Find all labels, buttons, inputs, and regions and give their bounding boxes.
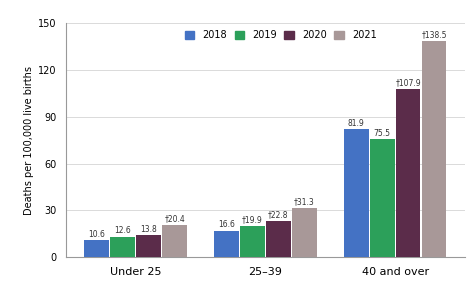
Y-axis label: Deaths per 100,000 live births: Deaths per 100,000 live births xyxy=(24,66,34,215)
Bar xyxy=(396,89,420,257)
Bar xyxy=(137,235,161,257)
Text: †138.5: †138.5 xyxy=(421,30,447,39)
Bar xyxy=(370,139,394,257)
Bar xyxy=(266,221,291,257)
Bar xyxy=(240,226,265,257)
Text: 13.8: 13.8 xyxy=(140,225,157,234)
Text: †20.4: †20.4 xyxy=(164,214,185,223)
Text: 75.5: 75.5 xyxy=(374,128,391,138)
Bar xyxy=(84,240,109,257)
Bar xyxy=(214,231,239,257)
Bar xyxy=(422,41,447,257)
Text: 81.9: 81.9 xyxy=(348,119,365,128)
Text: 12.6: 12.6 xyxy=(114,227,131,235)
Text: 10.6: 10.6 xyxy=(88,230,105,239)
Bar xyxy=(110,237,135,257)
Text: 16.6: 16.6 xyxy=(218,220,235,229)
Legend: 2018, 2019, 2020, 2021: 2018, 2019, 2020, 2021 xyxy=(182,28,379,42)
Bar xyxy=(344,129,369,257)
Text: †19.9: †19.9 xyxy=(242,215,263,224)
Text: †31.3: †31.3 xyxy=(294,197,315,206)
Text: †22.8: †22.8 xyxy=(268,211,289,220)
Bar xyxy=(162,225,187,257)
Bar xyxy=(292,208,317,257)
Text: †107.9: †107.9 xyxy=(395,78,421,87)
